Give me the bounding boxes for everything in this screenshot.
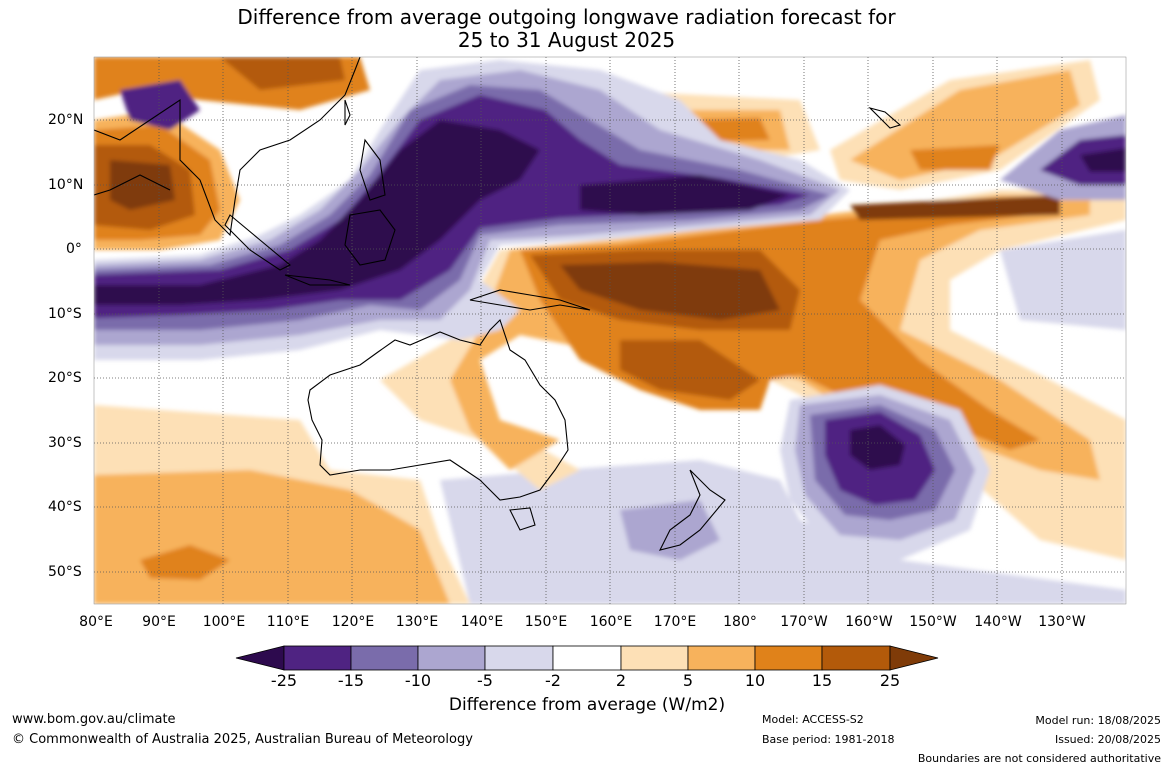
lon-label: 170°W	[780, 614, 828, 630]
lat-label: 10°N	[48, 177, 84, 193]
footer-copyright: © Commonwealth of Australia 2025, Austra…	[12, 732, 473, 747]
colorbar-segment	[687, 645, 756, 671]
tasmania-coast	[509, 507, 536, 531]
lon-label: 150°E	[524, 614, 568, 630]
java-coast	[284, 274, 351, 286]
footer-base-period: Base period: 1981-2018	[762, 733, 895, 746]
map-title-line2: 25 to 31 August 2025	[457, 28, 676, 52]
colorbar-segment	[552, 645, 622, 671]
colorbar-tick-label: 10	[744, 671, 766, 690]
taiwan-coast	[344, 99, 351, 126]
anomaly-field	[94, 57, 1126, 604]
new-zealand-coast	[658, 469, 726, 551]
colorbar-tick-label: 15	[811, 671, 833, 690]
lon-label: 140°W	[974, 614, 1022, 630]
lon-label: 160°W	[845, 614, 893, 630]
footer-model: Model: ACCESS-S2	[762, 713, 864, 726]
colorbar-segment	[620, 645, 689, 671]
lat-label: 20°N	[48, 112, 84, 128]
footer-disclaimer: Boundaries are not considered authoritat…	[917, 752, 1161, 765]
lon-label: 170°E	[653, 614, 697, 630]
colorbar-segment	[754, 645, 823, 671]
lat-label: 40°S	[48, 499, 82, 515]
colorbar	[235, 645, 939, 671]
graticule	[94, 57, 1126, 604]
lat-label: 10°S	[48, 306, 82, 322]
lon-label: 180°	[723, 614, 757, 630]
hawaii-coast	[868, 106, 902, 129]
borneo-coast	[344, 209, 396, 266]
map-title-line1: Difference from average outgoing longwav…	[237, 5, 896, 29]
lat-label: 20°S	[48, 370, 82, 386]
sumatra-coast	[224, 214, 291, 271]
colorbar-tick-label: -5	[477, 671, 493, 690]
colorbar-tick-label: -10	[404, 671, 432, 690]
lon-label: 150°W	[909, 614, 957, 630]
colorbar-tick-label: 5	[682, 671, 694, 690]
lon-label: 120°E	[331, 614, 375, 630]
colorbar-tick-label: -2	[545, 671, 561, 690]
colorbar-segment	[484, 645, 554, 671]
lon-label: 90°E	[142, 614, 176, 630]
asia-mainland-coast	[94, 57, 361, 237]
lon-label: 130°E	[395, 614, 439, 630]
colorbar-segment	[417, 645, 486, 671]
philippines-coast	[359, 138, 386, 201]
colorbar-extend-low	[235, 645, 285, 671]
australia-coast	[307, 318, 569, 501]
colorbar-tick-label: -15	[337, 671, 365, 690]
lat-label: 0°	[66, 241, 82, 257]
map-frame	[93, 56, 1127, 605]
colorbar-extend-high	[889, 645, 939, 671]
lat-label: 30°S	[48, 435, 82, 451]
colorbar-segment	[283, 645, 352, 671]
footer-model-run: Model run: 18/08/2025	[1035, 714, 1161, 727]
colorbar-segment	[821, 645, 891, 671]
lat-label: 50°S	[48, 564, 82, 580]
lon-label: 130°W	[1038, 614, 1086, 630]
coastlines	[94, 57, 902, 551]
lon-label: 80°E	[79, 614, 113, 630]
colorbar-segment	[350, 645, 419, 671]
lon-label: 100°E	[202, 614, 246, 630]
new-guinea-coast	[469, 289, 591, 311]
colorbar-tick-label: -25	[270, 671, 298, 690]
india-coast	[94, 174, 171, 196]
colorbar-title: Difference from average (W/m2)	[448, 695, 726, 715]
lon-label: 110°E	[266, 614, 310, 630]
lon-label: 160°E	[589, 614, 633, 630]
colorbar-tick-label: 25	[879, 671, 901, 690]
footer-url: www.bom.gov.au/climate	[12, 712, 176, 727]
footer-issued: Issued: 20/08/2025	[1054, 733, 1161, 746]
lon-label: 140°E	[460, 614, 504, 630]
colorbar-tick-label: 2	[615, 671, 627, 690]
